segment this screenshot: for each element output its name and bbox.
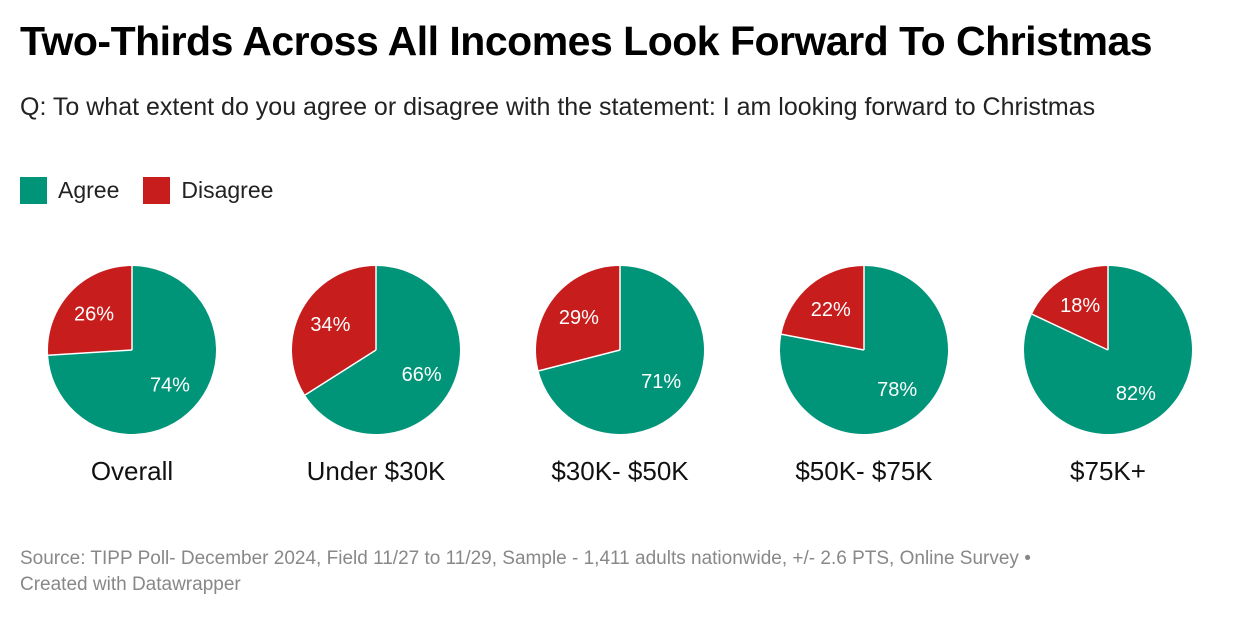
value-label-agree-75k: 82% <box>1116 383 1156 405</box>
chart-subtitle: Q: To what extent do you agree or disagr… <box>20 93 1096 121</box>
slice-separator-75k-1 <box>1031 313 1109 351</box>
value-label-disagree-50k-75k: 22% <box>811 299 851 321</box>
value-label-agree-under-30k: 66% <box>402 364 442 386</box>
category-label-50k-75k: $50K- $75K <box>795 456 933 486</box>
category-label-30k-50k: $30K- $50K <box>551 456 689 486</box>
legend-item-disagree: Disagree <box>143 177 273 204</box>
pie-75k: 82% 18% $75K+ <box>1024 266 1192 486</box>
legend-label-disagree: Disagree <box>181 177 274 203</box>
value-label-agree-overall: 74% <box>150 375 190 397</box>
slice-separator-under-30k-1 <box>304 349 377 396</box>
category-label-75k: $75K+ <box>1070 456 1146 486</box>
pie-overall: 74% 26% Overall <box>47 266 216 486</box>
value-label-agree-30k-50k: 71% <box>641 371 681 393</box>
source-note: Source: TIPP Poll- December 2024, Field … <box>20 548 1031 569</box>
value-label-disagree-under-30k: 34% <box>310 314 350 336</box>
agree-swatch <box>20 177 47 204</box>
legend-item-agree: Agree <box>20 177 119 204</box>
chart-title: Two-Thirds Across All Incomes Look Forwa… <box>20 18 1153 64</box>
legend-label-agree: Agree <box>58 177 120 203</box>
slice-agree-30k-50k <box>538 266 704 434</box>
slice-agree-under-30k <box>305 266 460 434</box>
slice-separator-overall-1 <box>48 349 133 357</box>
value-label-disagree-overall: 26% <box>74 303 114 325</box>
category-label-under-30k: Under $30K <box>307 456 446 486</box>
slice-disagree-75k <box>1031 266 1108 350</box>
slice-separator-50k-75k-1 <box>781 333 865 351</box>
slice-separator-30k-50k-1 <box>538 349 621 372</box>
pie-30k-50k: 71% 29% $30K- $50K <box>536 266 704 486</box>
slice-disagree-30k-50k <box>536 266 620 371</box>
value-label-disagree-30k-50k: 29% <box>559 307 599 329</box>
slice-disagree-overall <box>47 266 132 356</box>
pie-under-30k: 66% 34% Under $30K <box>292 266 460 486</box>
legend: Agree Disagree <box>20 177 297 204</box>
value-label-disagree-75k: 18% <box>1060 295 1100 317</box>
value-label-agree-50k-75k: 78% <box>877 379 917 401</box>
pie-50k-75k: 78% 22% $50K- $75K <box>779 266 948 486</box>
slice-disagree-50k-75k <box>781 266 864 350</box>
pie-charts: 74% 26% Overall 66% 34% Under $30K 71% 29% $30K-… <box>47 266 1192 486</box>
disagree-swatch <box>143 177 171 204</box>
category-label-overall: Overall <box>91 456 173 486</box>
chart-footer: Source: TIPP Poll- December 2024, Field … <box>20 546 1220 598</box>
credit-note: Created with Datawrapper <box>20 574 241 595</box>
